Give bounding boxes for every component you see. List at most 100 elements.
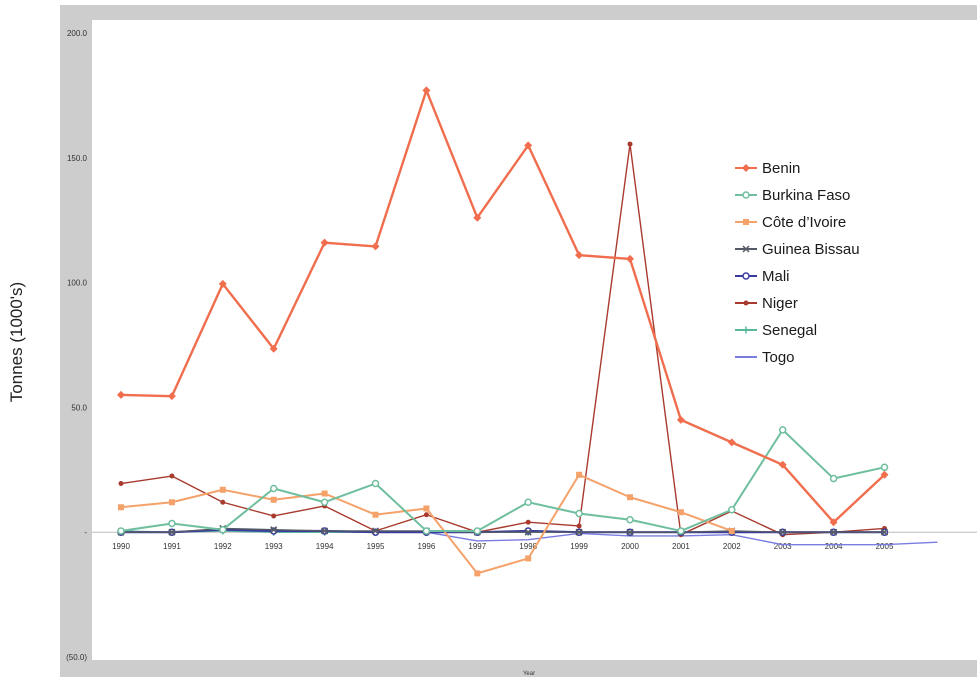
legend-item: Senegal [735,322,817,339]
data-point [269,484,278,493]
data-point [576,471,583,478]
legend-marker [743,300,749,306]
legend-label: Niger [762,295,798,312]
x-tick-label: 1994 [316,542,334,551]
x-tick-label: 2005 [876,542,894,551]
y-tick-labels: 200.0 150.0 100.0 50.0 - (50.0) [66,29,87,662]
legend-label: Côte d’Ivoire [762,214,846,231]
data-point [525,519,531,525]
legend-label: Guinea Bissau [762,241,860,258]
data-point [524,498,532,506]
data-point [168,519,176,528]
legend-marker [743,219,749,225]
legend-label: Benin [762,160,800,177]
data-point [880,528,889,536]
x-tick-label: 1992 [214,542,232,551]
legend: Benin Burkina Faso Côte d’Ivoire Guinea Bis… [735,160,860,366]
data-point [626,528,634,536]
data-point [575,528,583,536]
series-line [120,89,886,524]
data-point [575,251,584,260]
data-point [779,528,787,536]
data-point [218,279,227,288]
data-point [321,527,329,535]
data-point [321,490,328,497]
data-point [473,527,482,535]
x-tick-label: 2000 [621,542,639,551]
data-point [626,515,634,524]
legend-item: Niger [735,295,798,312]
series-benin [117,86,889,527]
x-tick-label: 1991 [163,542,181,551]
data-point [778,426,787,434]
series-lines [117,86,938,577]
data-point [676,415,685,424]
data-point [880,470,889,479]
x-tick-label: 2004 [825,542,843,551]
data-point [576,523,582,529]
legend-item: Togo [735,349,795,366]
data-point [423,505,430,512]
data-point [167,392,176,401]
data-point [473,213,482,222]
data-point [627,141,633,147]
data-point [168,499,175,506]
x-tick-labels: 1990 1991 1992 1993 1994 1995 1996 1997 1998 1999… [112,542,894,551]
data-point [169,473,175,479]
y-tick-label: (50.0) [66,653,87,662]
data-point [525,555,532,562]
x-tick-label: 1996 [418,542,436,551]
series-line [121,527,885,533]
x-tick-label: 1998 [519,542,537,551]
data-point [677,527,685,535]
data-point [320,238,329,247]
legend-item: Burkina Faso [735,187,850,204]
legend-label: Senegal [762,322,817,339]
legend-marker [742,191,750,199]
data-point [728,527,735,534]
legend-item: Mali [735,268,790,285]
legend-item: Côte d’Ivoire [735,214,846,231]
x-axis-title: Year [523,671,535,677]
data-point [524,528,532,536]
plot-area [92,20,977,660]
data-point [728,505,736,514]
data-point [270,496,277,503]
data-point [371,527,380,535]
data-point [880,463,889,472]
data-point [627,494,633,501]
x-tick-label: 1990 [112,542,130,551]
legend-marker [742,272,750,280]
legend-item: Benin [735,160,800,177]
data-point [271,513,277,519]
data-point [829,474,838,483]
data-point [117,527,125,535]
y-tick-label: - [84,528,87,537]
x-tick-label: 1999 [570,542,588,551]
x-tick-label: 2001 [672,542,690,551]
data-point [778,460,787,469]
y-tick-label: 100.0 [67,279,88,288]
data-point [422,86,431,95]
legend-label: Togo [762,349,795,366]
data-point [118,504,124,511]
legend-item: Guinea Bissau [735,241,860,258]
data-point [320,498,329,506]
y-tick-label: 150.0 [67,154,88,163]
y-tick-label: 200.0 [67,29,88,38]
data-point [371,242,380,251]
legend-marker [742,245,750,253]
data-point [626,254,634,263]
data-point [219,486,226,493]
x-tick-label: 1997 [468,542,486,551]
data-point [727,438,736,447]
data-point [168,528,176,536]
data-point [372,511,379,518]
data-point [269,344,278,353]
data-point [474,570,481,577]
data-point [117,390,125,399]
x-tick-label: 2002 [723,542,741,551]
x-tick-label: 2003 [774,542,792,551]
data-point [423,512,429,518]
